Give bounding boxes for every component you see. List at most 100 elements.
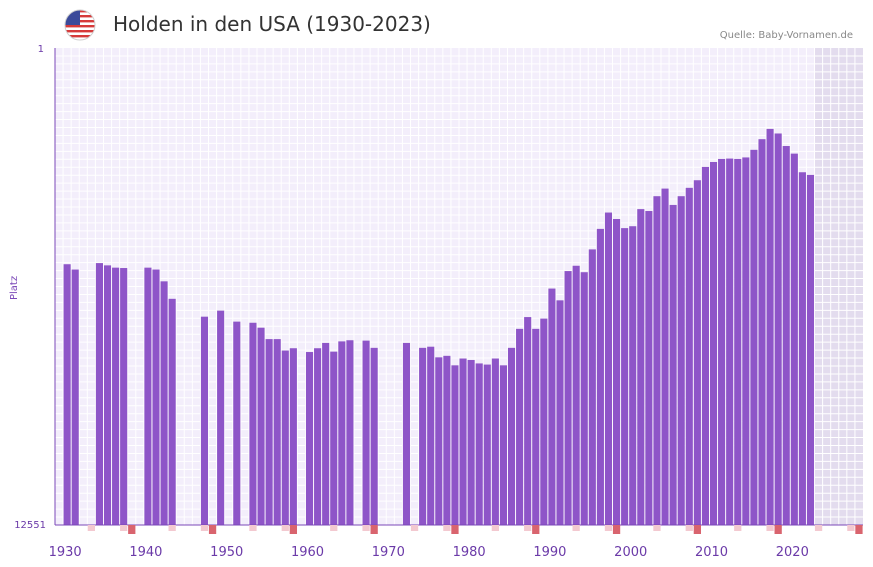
- bar-2013: [734, 158, 742, 525]
- bar-1936: [112, 267, 120, 525]
- year-marker: [330, 525, 338, 531]
- bar-1968: [370, 347, 378, 525]
- bar-1942: [160, 281, 168, 525]
- x-tick-label: 1950: [210, 545, 243, 560]
- bar-1956: [273, 339, 281, 525]
- bar-1957: [281, 350, 289, 525]
- bar-1943: [168, 298, 176, 525]
- y-axis-label: Platz: [9, 275, 20, 300]
- bar-1941: [152, 269, 160, 525]
- bar-2020: [790, 153, 798, 525]
- x-tick-label: 1940: [129, 545, 162, 560]
- year-marker: [200, 525, 209, 531]
- bar-2001: [637, 209, 645, 525]
- bar-1975: [427, 346, 435, 525]
- bar-1989: [540, 318, 548, 525]
- bar-1977: [443, 355, 451, 525]
- year-marker: [734, 525, 742, 531]
- decade-marker: [693, 525, 701, 534]
- bar-1979: [459, 358, 467, 525]
- bar-1947: [200, 316, 209, 525]
- bar-2011: [718, 158, 726, 525]
- bar-2014: [742, 157, 750, 526]
- x-tick-label: 2000: [614, 545, 647, 560]
- x-tick-label: 1970: [372, 545, 405, 560]
- y-top-label: 1: [38, 44, 44, 55]
- year-marker: [410, 525, 419, 531]
- year-marker: [814, 525, 823, 531]
- bar-2017: [766, 128, 774, 526]
- bar-1964: [338, 341, 346, 525]
- bar-2006: [677, 196, 685, 526]
- bar-2022: [806, 174, 815, 525]
- x-tick-label: 1980: [453, 545, 486, 560]
- bar-1972: [402, 342, 411, 525]
- year-marker: [653, 525, 661, 531]
- chart-title: Holden in den USA (1930-2023): [113, 12, 431, 36]
- bar-1980: [467, 360, 475, 525]
- bar-1986: [516, 328, 524, 525]
- bar-1937: [120, 268, 128, 525]
- year-marker: [120, 525, 128, 531]
- decade-marker: [451, 525, 459, 534]
- bar-2000: [629, 226, 637, 525]
- year-marker: [281, 525, 289, 531]
- bar-1961: [314, 348, 322, 525]
- bar-1988: [532, 328, 540, 525]
- x-tick-label: 2010: [695, 545, 728, 560]
- bar-1955: [265, 339, 273, 525]
- bar-1962: [322, 342, 330, 525]
- bar-1930: [63, 264, 71, 525]
- bar-1999: [621, 228, 629, 526]
- bar-2009: [701, 166, 709, 525]
- bar-2015: [750, 149, 758, 525]
- decade-marker: [208, 525, 217, 534]
- decade-marker: [774, 525, 782, 534]
- bar-1951: [233, 321, 241, 525]
- bar-1987: [524, 317, 532, 525]
- bar-1984: [499, 365, 507, 525]
- bar-2012: [726, 158, 734, 525]
- bar-1949: [217, 310, 225, 525]
- decade-marker: [128, 525, 136, 534]
- bar-1935: [103, 265, 112, 525]
- x-tick-label: 1990: [533, 545, 566, 560]
- bar-1991: [556, 300, 564, 525]
- decade-marker: [370, 525, 378, 534]
- bar-1963: [330, 351, 338, 525]
- bar-1983: [491, 358, 499, 525]
- y-bottom-label: 12551: [14, 520, 46, 531]
- bar-1981: [475, 363, 483, 525]
- decade-marker: [612, 525, 621, 534]
- bar-1982: [483, 364, 491, 525]
- bar-1934: [95, 263, 103, 525]
- year-marker: [362, 525, 370, 531]
- year-marker: [443, 525, 451, 531]
- bar-1953: [249, 322, 257, 525]
- bar-1996: [596, 228, 604, 525]
- bar-series: [63, 128, 815, 526]
- grid-lines: [54, 48, 863, 525]
- bar-1940: [144, 267, 152, 525]
- year-marker: [491, 525, 499, 531]
- x-tick-label: 1960: [291, 545, 324, 560]
- x-tick-labels: 1930 1940 1950 1960 1970 1980 1990 2000 2010 2020: [49, 545, 809, 560]
- decade-markers: [87, 525, 863, 534]
- decade-marker: [289, 525, 297, 534]
- bar-1976: [435, 357, 443, 525]
- bar-1978: [451, 365, 459, 525]
- year-marker: [604, 525, 613, 531]
- source-credit: Quelle: Baby-Vornamen.de: [719, 30, 853, 41]
- bar-1997: [604, 212, 613, 525]
- bar-2005: [669, 204, 677, 525]
- bar-2021: [798, 172, 806, 525]
- year-marker: [168, 525, 176, 531]
- bar-1992: [564, 271, 572, 525]
- bar-1998: [613, 218, 621, 525]
- bar-2007: [685, 187, 693, 526]
- bar-1990: [548, 288, 556, 525]
- bar-2004: [661, 188, 669, 525]
- decade-marker: [532, 525, 540, 534]
- bar-1993: [572, 265, 580, 525]
